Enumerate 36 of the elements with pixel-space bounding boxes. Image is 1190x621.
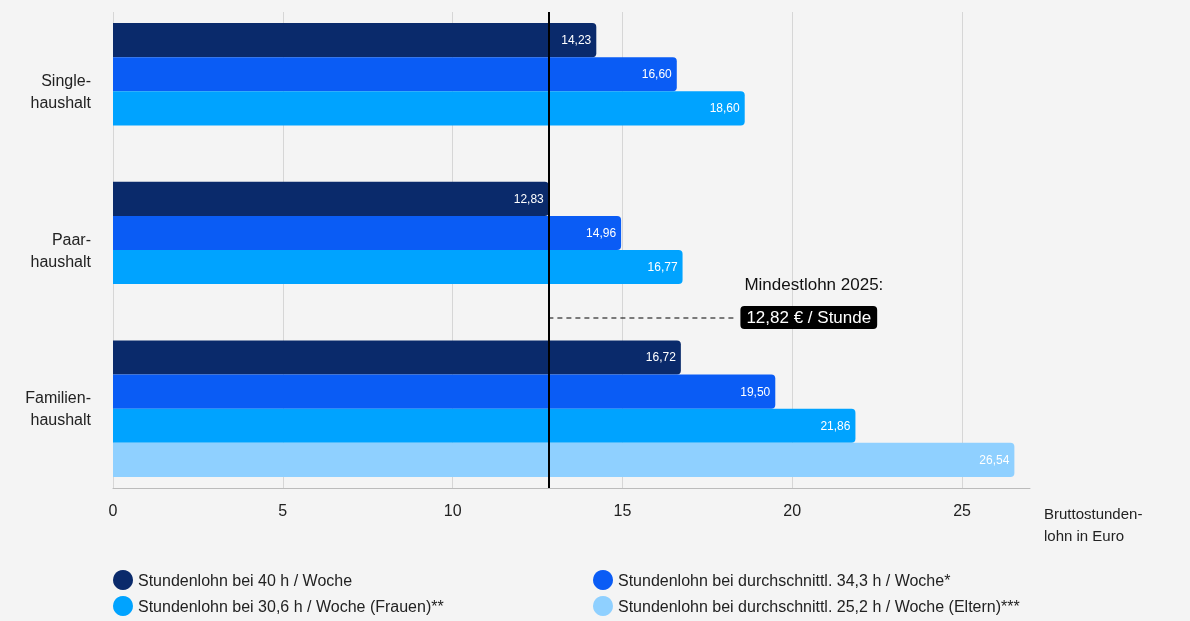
bar <box>113 57 677 92</box>
bar <box>113 91 745 126</box>
bar <box>113 340 681 375</box>
data-label: 18,60 <box>709 101 741 116</box>
legend-label: Stundenlohn bei 30,6 h / Woche (Frauen)** <box>138 597 444 615</box>
bar <box>113 374 776 409</box>
bar <box>113 215 622 250</box>
legend-label: Stundenlohn bei durchschnittl. 34,3 h / Woche* <box>618 571 951 589</box>
bar <box>113 442 1015 477</box>
data-label: 16,60 <box>641 67 673 82</box>
y-tick-label: Single- haushalt <box>30 71 92 111</box>
legend-label: Stundenlohn bei durchschnittl. 25,2 h / Woche (Eltern)*** <box>618 597 1020 615</box>
y-tick-label: Paar- haushalt <box>30 230 92 270</box>
legend-label: Stundenlohn bei 40 h / Woche <box>138 571 353 589</box>
ref-line-label: 12,82 € / Stunde <box>746 308 872 327</box>
data-label: 21,86 <box>820 418 851 433</box>
x-axis-title: Bruttostunden- lohn in Euro <box>1044 504 1143 544</box>
x-tick-label: 5 <box>278 501 288 519</box>
y-tick-label: Familien- haushalt <box>25 389 92 429</box>
data-label: 16,72 <box>645 350 677 365</box>
data-label: 26,54 <box>979 452 1010 467</box>
data-label: 12,83 <box>513 191 545 206</box>
bar <box>113 250 683 285</box>
bar <box>113 23 597 58</box>
bar <box>113 408 856 443</box>
x-tick-label: 0 <box>108 501 118 519</box>
x-tick-label: 20 <box>783 501 802 519</box>
x-tick-label: 10 <box>443 501 462 519</box>
data-label: 14,23 <box>561 33 592 48</box>
x-tick-label: 25 <box>953 501 972 519</box>
x-tick-label: 15 <box>613 501 632 519</box>
data-label: 14,96 <box>586 225 617 240</box>
data-label: 19,50 <box>740 384 771 399</box>
annotation: Mindestlohn 2025: <box>744 275 884 294</box>
data-label: 16,77 <box>647 260 678 275</box>
bar <box>113 181 549 216</box>
